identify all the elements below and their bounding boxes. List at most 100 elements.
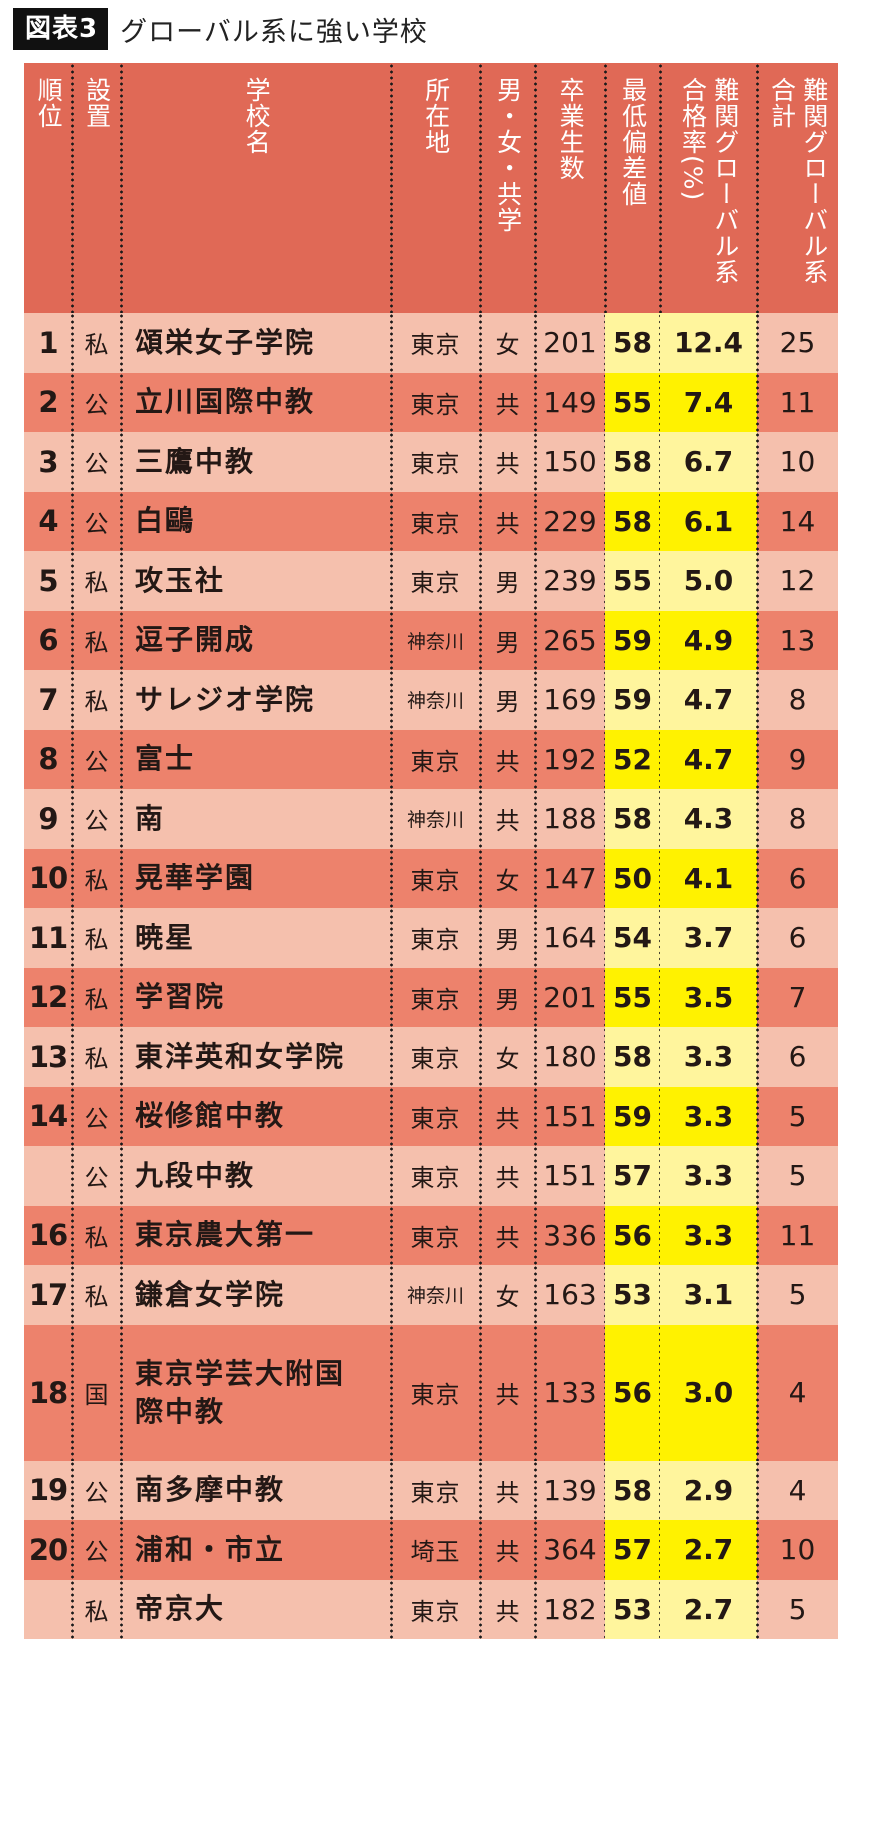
gender-cell: 共 bbox=[480, 372, 537, 433]
pass-rate-cell: 4.7 bbox=[660, 729, 759, 789]
min-deviation-cell: 59 bbox=[605, 610, 662, 670]
rank-cell: 6 bbox=[24, 610, 74, 671]
table-row: 17 私 鎌倉女学院 神奈川 女 163 53 3.1 5 bbox=[24, 1265, 838, 1325]
graduates-cell: 163 bbox=[535, 1265, 607, 1325]
table-row: 12 私 学習院 東京 男 201 55 3.5 7 bbox=[24, 967, 838, 1028]
type-cell: 私 bbox=[72, 670, 123, 730]
min-deviation-cell: 54 bbox=[605, 908, 662, 968]
table-row: 16 私 東京農大第一 東京 共 336 56 3.3 11 bbox=[24, 1205, 838, 1266]
type-cell: 公 bbox=[72, 372, 123, 433]
total-cell: 5 bbox=[788, 1278, 807, 1312]
total-cell: 5 bbox=[788, 1592, 807, 1626]
gender-cell: 共 bbox=[480, 491, 537, 552]
header-min-deviation: 最低偏差値 bbox=[605, 63, 662, 313]
type-cell: 公 bbox=[72, 1520, 123, 1580]
graduates-cell: 139 bbox=[535, 1460, 607, 1521]
graduates-cell: 265 bbox=[535, 610, 607, 671]
total-cell: 13 bbox=[779, 623, 816, 657]
school-name-cell: 帝京大 bbox=[121, 1579, 393, 1640]
gender-cell: 男 bbox=[480, 967, 537, 1028]
total-cell: 12 bbox=[779, 564, 816, 598]
type-cell: 公 bbox=[72, 789, 123, 849]
type-cell: 私 bbox=[72, 1579, 123, 1640]
total-cell: 4 bbox=[788, 1376, 807, 1409]
min-deviation-cell: 50 bbox=[605, 848, 662, 908]
school-name-cell: 攻玉社 bbox=[121, 551, 393, 611]
school-name-cell: 三鷹中教 bbox=[121, 432, 393, 492]
type-cell: 私 bbox=[72, 1027, 123, 1087]
pass-rate-cell: 4.9 bbox=[660, 610, 759, 670]
school-name-cell: 東京農大第一 bbox=[121, 1205, 393, 1266]
table-row: 5 私 攻玉社 東京 男 239 55 5.0 12 bbox=[24, 551, 838, 611]
rank-cell: 12 bbox=[24, 967, 74, 1028]
figure-title-text: グローバル系に強い学校 bbox=[120, 16, 428, 48]
header-pass-rate: 難関グローバル系 合格率(%) bbox=[660, 63, 759, 313]
location-cell: 東京 bbox=[391, 313, 482, 373]
location-cell: 東京 bbox=[391, 1205, 482, 1266]
school-name-cell: 晃華学園 bbox=[121, 848, 393, 909]
gender-cell: 女 bbox=[480, 848, 537, 909]
graduates-cell: 169 bbox=[535, 670, 607, 730]
table-row: 7 私 サレジオ学院 神奈川 男 169 59 4.7 8 bbox=[24, 670, 838, 730]
table-row: 6 私 逗子開成 神奈川 男 265 59 4.9 13 bbox=[24, 610, 838, 671]
type-cell: 私 bbox=[72, 610, 123, 671]
rank-cell bbox=[24, 1579, 74, 1640]
table-row: 20 公 浦和・市立 埼玉 共 364 57 2.7 10 bbox=[24, 1520, 838, 1580]
location-cell: 東京 bbox=[391, 1027, 482, 1087]
table-row: 9 公 南 神奈川 共 188 58 4.3 8 bbox=[24, 789, 838, 849]
pass-rate-cell: 7.4 bbox=[660, 372, 759, 432]
type-cell: 公 bbox=[72, 1146, 123, 1206]
school-name-cell: 東洋英和女学院 bbox=[121, 1027, 393, 1087]
location-cell: 神奈川 bbox=[391, 610, 482, 671]
school-name-cell: サレジオ学院 bbox=[121, 670, 393, 730]
pass-rate-cell: 3.3 bbox=[660, 1146, 759, 1206]
location-cell: 神奈川 bbox=[391, 670, 482, 730]
rank-cell: 13 bbox=[24, 1027, 74, 1087]
total-cell: 6 bbox=[788, 921, 807, 955]
location-cell: 神奈川 bbox=[391, 789, 482, 849]
location-cell: 東京 bbox=[391, 967, 482, 1028]
gender-cell: 女 bbox=[480, 313, 537, 373]
pass-rate-cell: 6.1 bbox=[660, 491, 759, 551]
type-cell: 私 bbox=[72, 551, 123, 611]
school-name-cell: 暁星 bbox=[121, 908, 393, 968]
pass-rate-cell: 2.9 bbox=[660, 1460, 759, 1520]
pass-rate-cell: 6.7 bbox=[660, 432, 759, 492]
rank-cell: 10 bbox=[24, 848, 74, 909]
table-row: 14 公 桜修館中教 東京 共 151 59 3.3 5 bbox=[24, 1086, 838, 1146]
min-deviation-cell: 59 bbox=[605, 1086, 662, 1146]
type-cell: 公 bbox=[72, 1460, 123, 1521]
total-cell: 10 bbox=[779, 1533, 816, 1567]
gender-cell: 女 bbox=[480, 1265, 537, 1325]
location-cell: 神奈川 bbox=[391, 1265, 482, 1325]
gender-cell: 共 bbox=[480, 729, 537, 790]
total-cell: 9 bbox=[788, 742, 807, 776]
header-location: 所在地 bbox=[391, 63, 482, 313]
total-cell: 11 bbox=[779, 1218, 816, 1252]
rank-cell: 11 bbox=[24, 908, 74, 968]
rank-cell: 8 bbox=[24, 729, 74, 790]
table-row: 4 公 白鷗 東京 共 229 58 6.1 14 bbox=[24, 491, 838, 552]
total-cell: 6 bbox=[788, 1040, 807, 1074]
gender-cell: 女 bbox=[480, 1027, 537, 1087]
gender-cell: 男 bbox=[480, 908, 537, 968]
type-cell: 私 bbox=[72, 313, 123, 373]
total-cell: 8 bbox=[788, 802, 807, 836]
pass-rate-cell: 5.0 bbox=[660, 551, 759, 611]
school-name-cell: 九段中教 bbox=[121, 1146, 393, 1206]
location-cell: 東京 bbox=[391, 1146, 482, 1206]
school-name-cell: 浦和・市立 bbox=[121, 1520, 393, 1580]
gender-cell: 共 bbox=[480, 1205, 537, 1266]
rank-cell: 2 bbox=[24, 372, 74, 433]
type-cell: 国 bbox=[72, 1324, 123, 1461]
figure-title: 図表3 グローバル系に強い学校 bbox=[13, 8, 428, 50]
table-row: 私 帝京大 東京 共 182 53 2.7 5 bbox=[24, 1579, 838, 1640]
pass-rate-cell: 3.5 bbox=[660, 967, 759, 1027]
table-header-row: 順位 設置 学校名 所在地 男・女・共学 卒業生数 最低偏差値 難関グローバル系… bbox=[24, 63, 838, 313]
graduates-cell: 164 bbox=[535, 908, 607, 968]
min-deviation-cell: 56 bbox=[605, 1205, 662, 1265]
graduates-cell: 201 bbox=[535, 313, 607, 373]
school-name-cell: 逗子開成 bbox=[121, 610, 393, 671]
location-cell: 東京 bbox=[391, 1324, 482, 1461]
min-deviation-cell: 55 bbox=[605, 967, 662, 1027]
